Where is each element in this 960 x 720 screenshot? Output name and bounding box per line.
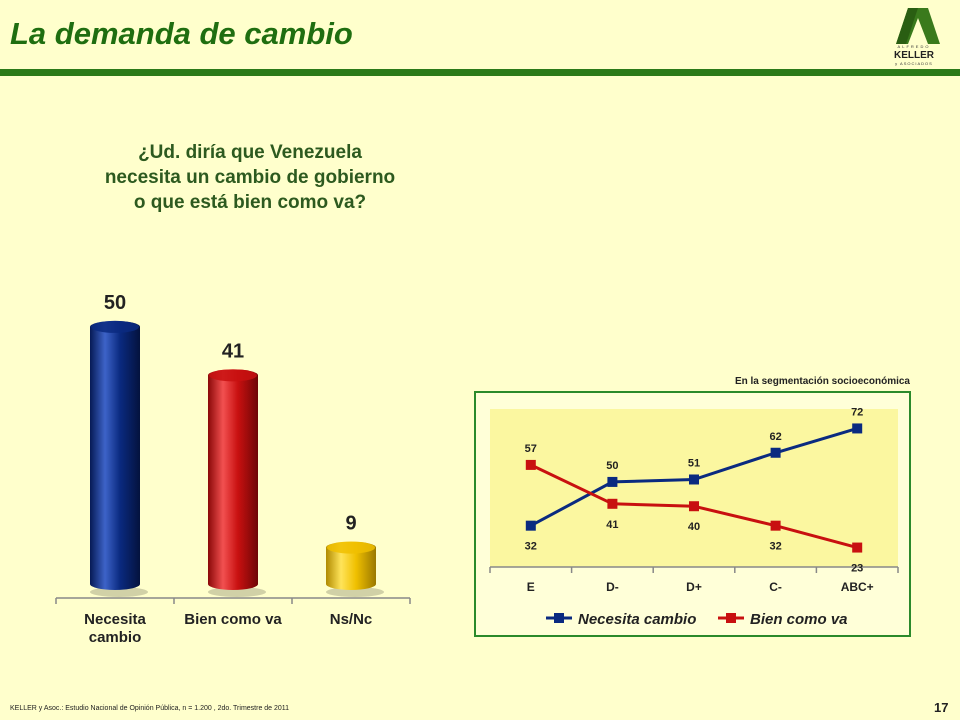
data-label: 50 bbox=[606, 460, 618, 472]
data-point bbox=[525, 459, 536, 470]
page-title: La demanda de cambio bbox=[10, 16, 353, 51]
bar-shadow bbox=[326, 587, 384, 597]
line-category-label: D- bbox=[606, 580, 619, 594]
bar-category-label: cambio bbox=[89, 629, 142, 646]
data-label: 32 bbox=[525, 541, 537, 553]
logo-bottom-text: y ASOCIADOS bbox=[895, 61, 933, 66]
data-point bbox=[852, 542, 863, 553]
line-category-label: E bbox=[527, 580, 535, 594]
legend-label: Bien como va bbox=[750, 611, 848, 628]
data-point bbox=[607, 476, 618, 487]
data-label: 72 bbox=[851, 406, 863, 418]
data-point bbox=[852, 423, 863, 434]
question-line: o que está bien como va? bbox=[133, 192, 367, 213]
data-point bbox=[770, 447, 781, 458]
data-point bbox=[525, 520, 536, 531]
data-point bbox=[689, 501, 699, 512]
bar-shadow bbox=[90, 587, 148, 597]
page-number: 17 bbox=[934, 700, 949, 715]
bar bbox=[90, 320, 140, 590]
logo-name-text: KELLER bbox=[894, 50, 935, 61]
line-category-label: C- bbox=[769, 580, 782, 594]
data-label: 51 bbox=[688, 457, 700, 469]
bar-category-label: Necesita bbox=[84, 611, 146, 628]
bar-cap bbox=[91, 320, 139, 333]
legend-label: Necesita cambio bbox=[578, 611, 696, 628]
line-chart: E D- D+ C- ABC+ 32 50 51 62 72 57 41 40 32 23 Necesita … bbox=[489, 406, 899, 628]
data-label: 41 bbox=[606, 519, 618, 531]
data-point bbox=[770, 520, 781, 531]
bar-category-label: Ns/Nc bbox=[330, 611, 373, 628]
bar-category-label: Bien como va bbox=[184, 611, 282, 628]
data-label: 23 bbox=[851, 563, 863, 575]
question-line: ¿Ud. diría que Venezuela bbox=[138, 142, 362, 163]
bar bbox=[208, 369, 258, 590]
logo-top-text: ALFREDO bbox=[898, 44, 931, 49]
survey-question: ¿Ud. diría que Venezuela necesita un cam… bbox=[60, 140, 440, 215]
data-label: 32 bbox=[769, 541, 781, 553]
data-point bbox=[607, 498, 618, 509]
data-label: 62 bbox=[769, 431, 781, 443]
bar-cap bbox=[327, 541, 375, 554]
bar-value-label: 41 bbox=[222, 340, 244, 362]
segment-caption: En la segmentación socioeconómica bbox=[734, 376, 910, 387]
line-category-label: D+ bbox=[686, 580, 702, 594]
legend-marker bbox=[726, 613, 736, 623]
source-footnote: KELLER y Asoc.: Estudio Nacional de Opin… bbox=[10, 705, 290, 712]
bar-value-label: 50 bbox=[104, 292, 126, 314]
keller-logo: ALFREDO KELLER y ASOCIADOS bbox=[894, 8, 940, 66]
bar bbox=[326, 541, 376, 590]
bar-cap bbox=[209, 369, 257, 382]
bar-shadow bbox=[208, 587, 266, 597]
line-category-label: ABC+ bbox=[841, 580, 874, 594]
question-line: necesita un cambio de gobierno bbox=[104, 167, 396, 188]
data-label: 40 bbox=[688, 521, 700, 533]
data-point bbox=[689, 474, 699, 485]
data-label: 57 bbox=[525, 443, 537, 455]
title-divider bbox=[0, 69, 960, 76]
legend-marker bbox=[554, 613, 564, 623]
bar-value-label: 9 bbox=[345, 513, 356, 535]
